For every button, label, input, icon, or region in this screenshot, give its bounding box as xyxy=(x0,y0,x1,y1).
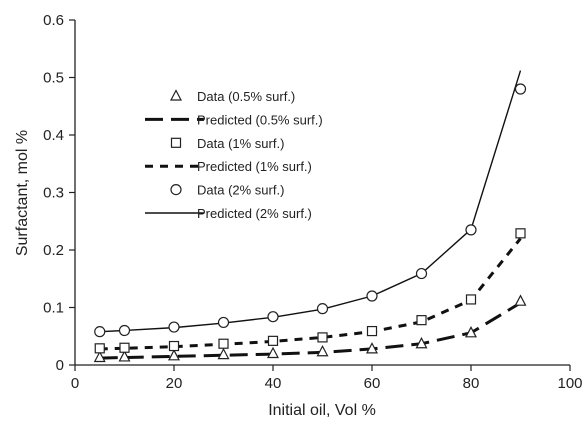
series-layer xyxy=(93,70,527,363)
x-tick-label: 80 xyxy=(463,375,480,392)
x-tick-label: 40 xyxy=(265,375,282,392)
data-point-circle xyxy=(118,324,131,337)
data-point-triangle xyxy=(415,336,428,349)
data-point-square xyxy=(317,332,328,343)
data-point-triangle xyxy=(514,294,527,306)
y-tick-label: 0.2 xyxy=(43,242,64,259)
x-tick-label: 0 xyxy=(71,375,79,392)
data-point-circle xyxy=(465,224,477,236)
data-point-square xyxy=(267,335,279,346)
y-tick-label: 0 xyxy=(56,357,64,374)
data-point-triangle xyxy=(267,346,279,359)
data-point-circle xyxy=(514,83,527,95)
y-axis-title: Surfactant, mol % xyxy=(14,130,31,256)
y-tick-label: 0.3 xyxy=(43,185,64,202)
series-line-long-dash xyxy=(99,301,522,360)
data-point-square xyxy=(218,338,229,349)
data-point-circle xyxy=(366,290,378,302)
data-point-circle xyxy=(94,326,106,338)
legend-label: Predicted (2% surf.) xyxy=(197,206,312,221)
x-axis-title: Initial oil, Vol % xyxy=(268,402,376,419)
legend-label: Predicted (1% surf.) xyxy=(197,159,312,174)
legend-marker-circle xyxy=(170,184,182,196)
data-point-circle xyxy=(415,267,428,280)
data-point-circle xyxy=(168,321,180,333)
legend-label: Predicted (0.5% surf.) xyxy=(197,112,323,127)
data-point-square xyxy=(515,228,526,239)
data-point-circle xyxy=(267,311,279,323)
x-tick-label: 20 xyxy=(166,375,183,392)
data-point-triangle xyxy=(118,350,131,362)
legend: Data (0.5% surf.) Predicted (0.5% surf.) D… xyxy=(145,89,323,221)
data-point-triangle xyxy=(168,349,180,361)
x-tick-label: 60 xyxy=(364,375,381,392)
data-point-square xyxy=(416,315,427,326)
legend-label: Data (1% surf.) xyxy=(197,136,284,151)
y-tick-label: 0.5 xyxy=(43,70,64,87)
data-point-square xyxy=(119,342,130,353)
legend-marker-square xyxy=(170,137,182,148)
series-line-short-dash xyxy=(99,237,522,351)
x-tick-label: 100 xyxy=(557,375,582,392)
legend-label: Data (2% surf.) xyxy=(197,183,284,198)
data-point-triangle xyxy=(316,344,329,357)
data-point-triangle xyxy=(93,350,106,363)
y-tick-label: 0.1 xyxy=(43,300,64,317)
legend-marker-triangle xyxy=(170,89,182,101)
data-point-triangle xyxy=(366,342,378,354)
data-point-triangle xyxy=(465,326,477,338)
y-tick-label: 0.4 xyxy=(43,127,64,144)
data-point-square xyxy=(366,325,378,337)
data-point-square xyxy=(465,294,477,305)
data-point-square xyxy=(94,343,105,354)
data-point-circle xyxy=(217,316,230,329)
data-point-triangle xyxy=(217,347,230,360)
axes: 0 20 40 60 80 100 0 0.1 0.2 0.3 0.4 0.5 0.6 xyxy=(43,12,582,392)
legend-label: Data (0.5% surf.) xyxy=(197,89,295,104)
data-point-square xyxy=(168,340,180,352)
y-tick-label: 0.6 xyxy=(43,12,64,29)
data-point-circle xyxy=(316,303,329,315)
series-line-solid xyxy=(99,70,522,333)
